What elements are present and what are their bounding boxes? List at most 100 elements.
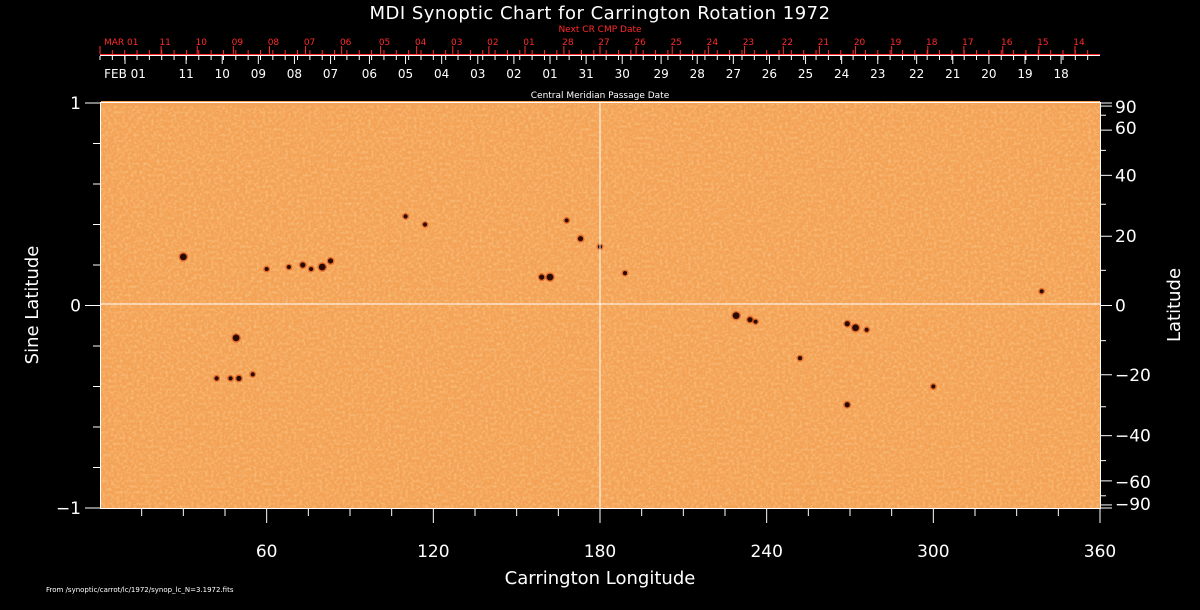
cmp-date: 07	[323, 67, 338, 81]
sunspot	[228, 376, 233, 381]
sunspot	[232, 334, 240, 342]
next-cr-date-scale: MAR 01 11 10 09 08 07 06 05 04 03 02 01 28 27 26 25 24 23…	[99, 38, 1100, 55]
cmp-date: 05	[398, 67, 413, 81]
next-cr-date: 25	[670, 38, 681, 48]
x-tick-label: 360	[1084, 542, 1116, 562]
next-cr-date: 06	[340, 38, 352, 48]
sunspot	[852, 324, 859, 332]
next-cr-date: 09	[232, 38, 244, 48]
sunspot	[753, 319, 758, 324]
cmp-date: 31	[578, 67, 593, 81]
next-cr-date: 03	[451, 38, 462, 48]
sunspot	[732, 312, 740, 320]
cmp-date-scale: FEB 01 11 10 09 08 07 06 05 04 03 02 01 31 30 29 28 27 26…	[99, 55, 1100, 81]
next-cr-date: 04	[415, 38, 427, 48]
sunspot	[797, 356, 803, 361]
next-cr-date: 28	[562, 38, 574, 48]
left-tick-label: −1	[56, 499, 81, 519]
next-cr-date: 15	[1037, 38, 1048, 48]
next-cr-date: 10	[195, 38, 207, 48]
left-y-axis: 1 0 −1	[56, 94, 100, 519]
left-tick-label: 1	[70, 94, 81, 114]
next-cr-date: 26	[634, 38, 646, 48]
next-cr-date: 23	[743, 38, 754, 48]
sunspot	[264, 266, 269, 272]
left-tick-label: 0	[70, 297, 81, 317]
cmp-label: Central Meridian Passage Date	[531, 91, 670, 101]
cmp-date: 27	[726, 67, 741, 81]
sunspot	[844, 321, 850, 327]
sunspot	[539, 274, 545, 280]
sunspot	[236, 375, 242, 381]
sunspot	[747, 317, 753, 323]
next-cr-date: 16	[1001, 38, 1013, 48]
x-tick-label: 180	[584, 542, 616, 562]
next-cr-label: Next CR CMP Date	[558, 25, 642, 35]
chart-title: MDI Synoptic Chart for Carrington Rotati…	[369, 3, 830, 24]
cmp-date: FEB 01	[104, 67, 146, 81]
cmp-date: 24	[834, 67, 849, 81]
next-cr-date: 08	[268, 38, 280, 48]
cmp-date: 02	[506, 67, 521, 81]
next-cr-date: 11	[159, 38, 170, 48]
sunspot	[403, 214, 408, 219]
sunspot	[179, 253, 187, 261]
cmp-date: 23	[870, 67, 885, 81]
sunspot	[931, 384, 936, 389]
sunspot	[577, 236, 584, 242]
sunspot	[214, 376, 219, 381]
sunspot	[422, 222, 428, 227]
right-tick-label: −90	[1115, 495, 1151, 515]
x-tick-label: 300	[917, 542, 949, 562]
next-cr-date: MAR 01	[104, 38, 139, 48]
x-axis-title: Carrington Longitude	[505, 568, 696, 589]
sunspot	[622, 271, 628, 276]
right-tick-label: 40	[1115, 166, 1137, 186]
sunspot	[250, 372, 255, 377]
cmp-date: 03	[470, 67, 485, 81]
next-cr-date: 24	[707, 38, 719, 48]
right-tick-label: −20	[1115, 366, 1151, 386]
right-tick-label: −40	[1115, 427, 1151, 447]
cmp-date: 25	[798, 67, 813, 81]
left-axis-title: Sine Latitude	[22, 246, 43, 365]
cmp-date: 28	[690, 67, 705, 81]
x-tick-label: 240	[750, 542, 782, 562]
sunspot	[864, 327, 869, 332]
cmp-date: 21	[945, 67, 960, 81]
next-cr-date: 27	[598, 38, 609, 48]
cmp-date: 11	[178, 67, 193, 81]
next-cr-date: 19	[890, 38, 902, 48]
next-cr-date: 14	[1073, 38, 1085, 48]
cmp-date: 26	[762, 67, 777, 81]
sunspot	[564, 218, 569, 223]
cmp-date: 08	[287, 67, 302, 81]
next-cr-date: 17	[962, 38, 973, 48]
right-tick-label: 90	[1115, 98, 1137, 118]
right-tick-label: −60	[1115, 473, 1151, 493]
cmp-date: 09	[251, 67, 266, 81]
next-cr-date: 07	[304, 38, 315, 48]
cmp-date: 18	[1053, 67, 1068, 81]
next-cr-date: 21	[818, 38, 829, 48]
source-footnote: From /synoptic/carrot/lc/1972/synop_lc_N…	[46, 586, 234, 594]
cmp-date: 06	[362, 67, 377, 81]
right-tick-label: 60	[1115, 119, 1137, 139]
sunspot	[844, 402, 850, 408]
cmp-date: 22	[909, 67, 924, 81]
sunspot	[309, 266, 314, 272]
x-tick-label: 120	[417, 542, 449, 562]
right-tick-label: 0	[1115, 297, 1126, 317]
sunspot	[546, 273, 554, 281]
cmp-date: 19	[1017, 67, 1032, 81]
sunspot	[327, 258, 334, 264]
next-cr-date: 01	[523, 38, 534, 48]
cmp-date: 20	[981, 67, 996, 81]
cmp-date: 30	[615, 67, 630, 81]
x-axis: 60 120 180 240 300 360	[141, 508, 1116, 562]
right-tick-label: 20	[1115, 227, 1137, 247]
right-axis-title: Latitude	[1164, 268, 1185, 342]
cmp-date: 29	[653, 67, 668, 81]
